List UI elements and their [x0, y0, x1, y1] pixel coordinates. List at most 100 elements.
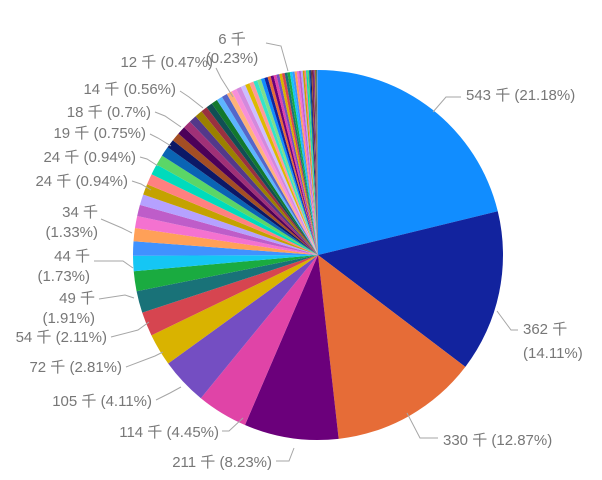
pie-slice[interactable]: [167, 140, 318, 255]
pie-slice[interactable]: [143, 184, 318, 255]
pie-slice[interactable]: [151, 255, 318, 364]
pie-slice[interactable]: [201, 107, 318, 255]
pie-slice[interactable]: [292, 71, 318, 256]
pie-slice[interactable]: [279, 73, 318, 255]
pie-slice[interactable]: [318, 255, 466, 439]
data-label: 19 千 (0.75%): [53, 125, 146, 142]
data-label: (1.73%): [37, 268, 90, 285]
pie-slice[interactable]: [289, 71, 318, 255]
pie-slice[interactable]: [313, 70, 318, 255]
pie-slice[interactable]: [281, 73, 318, 255]
pie-slice[interactable]: [142, 255, 318, 336]
pie-slice[interactable]: [133, 255, 318, 292]
pie-slice[interactable]: [156, 155, 318, 255]
data-label: 543 千 (21.18%): [466, 87, 575, 104]
pie-slice[interactable]: [257, 79, 318, 255]
pie-slice[interactable]: [260, 77, 318, 256]
pie-slice[interactable]: [314, 70, 318, 256]
pie-slice[interactable]: [231, 89, 318, 255]
label-leader-line: [276, 447, 295, 462]
data-label: 362 千: [523, 321, 567, 338]
pie-slice[interactable]: [294, 71, 318, 255]
pie-slice[interactable]: [168, 255, 318, 399]
pie-slice[interactable]: [226, 91, 318, 255]
pie-slice[interactable]: [300, 70, 318, 255]
label-leader-line: [139, 156, 159, 167]
pie-slice[interactable]: [307, 70, 318, 255]
pie-slice[interactable]: [273, 74, 318, 255]
data-label: 54 千 (2.11%): [16, 329, 107, 346]
pie-slice[interactable]: [318, 70, 498, 255]
pie-slice[interactable]: [184, 121, 318, 256]
pie-slice[interactable]: [310, 70, 318, 256]
pie-slice[interactable]: [132, 241, 318, 256]
pie-slice[interactable]: [270, 75, 318, 256]
pie-slice[interactable]: [302, 70, 318, 256]
data-label: 34 千: [62, 204, 98, 221]
pie-slice[interactable]: [178, 127, 318, 255]
data-label: 24 千 (0.94%): [35, 173, 128, 190]
pie-slice[interactable]: [236, 86, 318, 255]
pie-slice[interactable]: [296, 71, 318, 255]
pie-slice[interactable]: [249, 81, 318, 255]
label-leader-line: [179, 90, 204, 109]
pie-slice[interactable]: [264, 77, 318, 255]
pie-slice[interactable]: [206, 103, 318, 256]
pie-slice[interactable]: [136, 255, 318, 313]
label-leader-line: [265, 42, 289, 72]
pie-slice[interactable]: [312, 70, 318, 255]
pie-slice[interactable]: [308, 70, 318, 255]
pie-slice[interactable]: [137, 204, 318, 255]
label-leader-line: [496, 310, 518, 331]
pie-slice[interactable]: [161, 147, 318, 255]
pie-slice[interactable]: [134, 215, 318, 255]
pie-slice[interactable]: [133, 255, 318, 272]
pie-slice[interactable]: [316, 70, 318, 255]
label-leader-line: [94, 260, 134, 269]
label-leader-line: [154, 111, 182, 128]
pie-slice[interactable]: [267, 76, 318, 256]
pie-slice[interactable]: [151, 164, 318, 255]
pie-slice[interactable]: [211, 100, 318, 255]
pie-slice[interactable]: [172, 133, 318, 255]
pie-slice[interactable]: [189, 116, 318, 255]
pie-slice[interactable]: [318, 211, 504, 367]
pie-slice[interactable]: [304, 70, 318, 255]
data-label: 105 千 (4.11%): [52, 393, 152, 410]
pie-slice[interactable]: [240, 84, 318, 256]
pie-slice[interactable]: [276, 74, 318, 256]
pie-slice[interactable]: [284, 72, 318, 255]
data-label: (1.33%): [45, 224, 98, 241]
data-label: (14.11%): [523, 345, 583, 362]
pie-slice[interactable]: [287, 72, 318, 255]
data-label: 24 千 (0.94%): [43, 149, 136, 166]
label-leader-line: [222, 417, 244, 432]
label-leader-line: [149, 133, 172, 147]
pie-slice[interactable]: [147, 174, 318, 255]
pie-slice[interactable]: [200, 255, 318, 425]
data-label: 18 千 (0.7%): [67, 104, 151, 121]
pie-slice[interactable]: [133, 227, 318, 255]
label-leader-line: [110, 321, 150, 338]
pie-slice[interactable]: [316, 70, 318, 255]
pie-slice[interactable]: [216, 96, 318, 256]
pie-slice[interactable]: [315, 70, 318, 255]
pie-slice[interactable]: [317, 69, 318, 256]
pie-slice[interactable]: [139, 194, 318, 255]
pie-slice[interactable]: [244, 255, 339, 440]
pie-slice[interactable]: [314, 70, 318, 255]
pie-slice[interactable]: [221, 94, 318, 256]
data-label: 12 千 (0.47%): [120, 54, 213, 71]
pie-slice[interactable]: [306, 70, 318, 255]
label-leader-line: [125, 351, 164, 368]
pie-slice[interactable]: [195, 111, 318, 255]
label-leader-line: [98, 294, 135, 300]
pie-slice[interactable]: [298, 70, 318, 255]
pie-slice[interactable]: [253, 80, 318, 255]
pie-slice[interactable]: [311, 70, 318, 255]
pie-slice[interactable]: [245, 83, 318, 255]
data-label: 44 千: [54, 248, 90, 265]
data-label: 6 千: [218, 31, 246, 48]
